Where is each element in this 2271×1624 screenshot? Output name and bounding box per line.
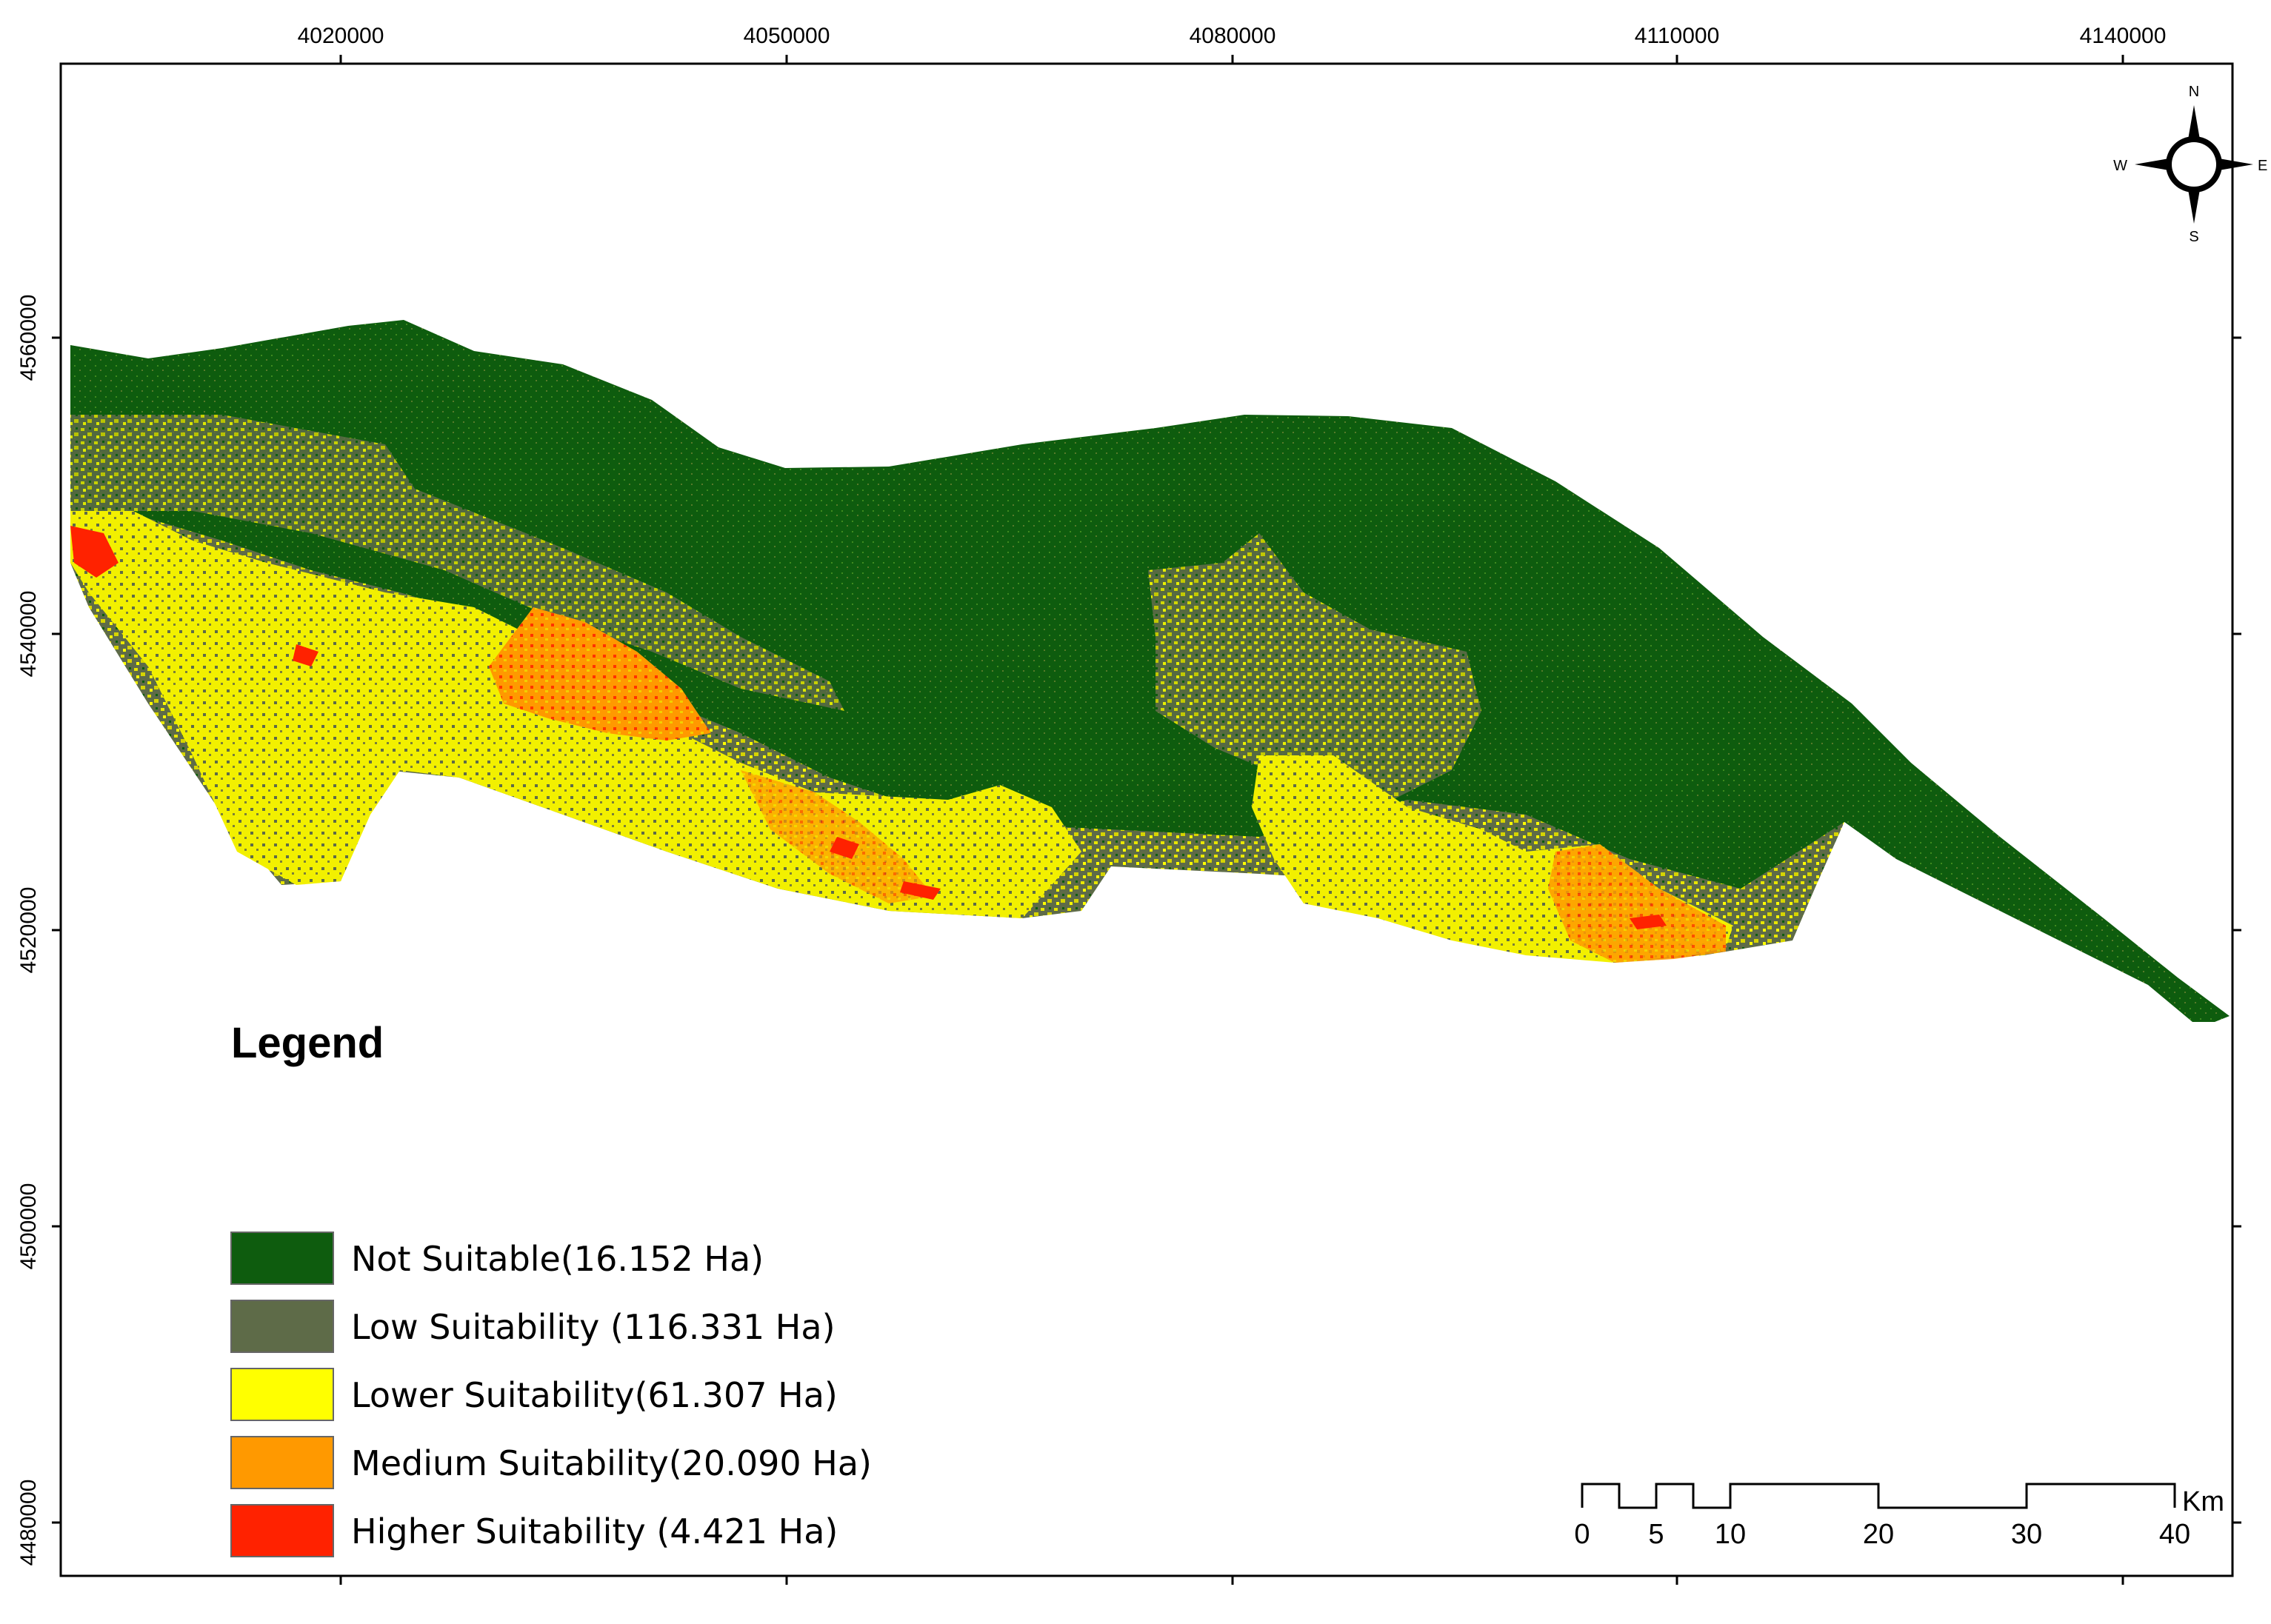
scale-label-5: 5 [1648, 1519, 1664, 1550]
legend-swatch [230, 1232, 334, 1285]
compass-label-south: S [2189, 229, 2198, 245]
scale-unit: Km [2182, 1486, 2224, 1517]
region-medium-suitability-east [1548, 844, 1726, 963]
legend-item-not-suitable: Not Suitable(16.152 Ha) [230, 1232, 764, 1285]
legend-title: Legend [231, 1019, 384, 1067]
scale-label-0: 0 [1574, 1519, 1590, 1550]
y-tick-label-3: 4520000 [16, 887, 41, 974]
legend-swatch [230, 1436, 334, 1489]
compass-label-west: W [2113, 158, 2127, 174]
legend-label: Medium Suitability(20.090 Ha) [351, 1443, 872, 1483]
compass-center [2172, 142, 2216, 187]
x-tick-label-3: 4080000 [1190, 24, 1276, 48]
x-tick-label-2: 4050000 [744, 24, 830, 48]
y-tick-labels: 4560000 4540000 4520000 4500000 4480000 [16, 295, 41, 1566]
legend-label: Lower Suitability(61.307 Ha) [351, 1375, 838, 1415]
x-tick-labels: 4020000 4050000 4080000 4110000 4140000 [298, 24, 2167, 48]
legend-label: Higher Suitability (4.421 Ha) [351, 1511, 838, 1551]
x-tick-label-4: 4110000 [1635, 24, 1720, 48]
legend-label: Low Suitability (116.331 Ha) [351, 1307, 836, 1347]
x-tick-label-1: 4020000 [298, 24, 384, 48]
scale-label-30: 30 [2011, 1519, 2042, 1550]
legend-swatch [230, 1504, 334, 1557]
region-high-suitability-1 [830, 837, 859, 859]
region-medium-suitability-west [489, 607, 711, 741]
y-tick-label-1: 4560000 [16, 295, 41, 381]
y-tick-label-4: 4500000 [16, 1183, 41, 1270]
scale-label-40: 40 [2159, 1519, 2190, 1550]
legend-item-lower-suitability: Lower Suitability(61.307 Ha) [230, 1368, 838, 1421]
region-high-suitability-4 [70, 526, 119, 578]
region-high-suitability-2 [900, 881, 941, 900]
scale-bar: 0 5 10 20 30 40 Km [1574, 1483, 2224, 1550]
scale-label-20: 20 [1863, 1519, 1894, 1550]
legend-swatch [230, 1368, 334, 1421]
legend-label: Not Suitable(16.152 Ha) [351, 1239, 764, 1279]
study-area [70, 320, 2230, 1022]
y-tick-label-2: 4540000 [16, 591, 41, 678]
legend-item-medium-suitability: Medium Suitability(20.090 Ha) [230, 1436, 872, 1489]
region-not-suitable [70, 320, 2230, 1022]
legend-item-higher-suitability: Higher Suitability (4.421 Ha) [230, 1504, 838, 1557]
legend-swatch [230, 1300, 334, 1353]
axis-ticks [52, 55, 2241, 1585]
y-tick-label-5: 4480000 [16, 1480, 41, 1566]
legend: Legend Not Suitable(16.152 Ha) Low Suita… [230, 1019, 872, 1557]
region-high-suitability-3 [1630, 915, 1667, 929]
scale-bar-line [1581, 1483, 2176, 1509]
compass-label-east: E [2258, 158, 2267, 174]
north-arrow-icon: N S W E [2113, 84, 2267, 245]
x-tick-label-5: 4140000 [2080, 24, 2167, 48]
scale-label-10: 10 [1715, 1519, 1746, 1550]
compass-label-north: N [2189, 84, 2199, 100]
legend-item-low-suitability: Low Suitability (116.331 Ha) [230, 1300, 836, 1353]
region-high-suitability-5 [293, 644, 319, 666]
region-low-suitability-central [1148, 533, 1481, 800]
region-low-suitability-north-band [70, 415, 844, 711]
